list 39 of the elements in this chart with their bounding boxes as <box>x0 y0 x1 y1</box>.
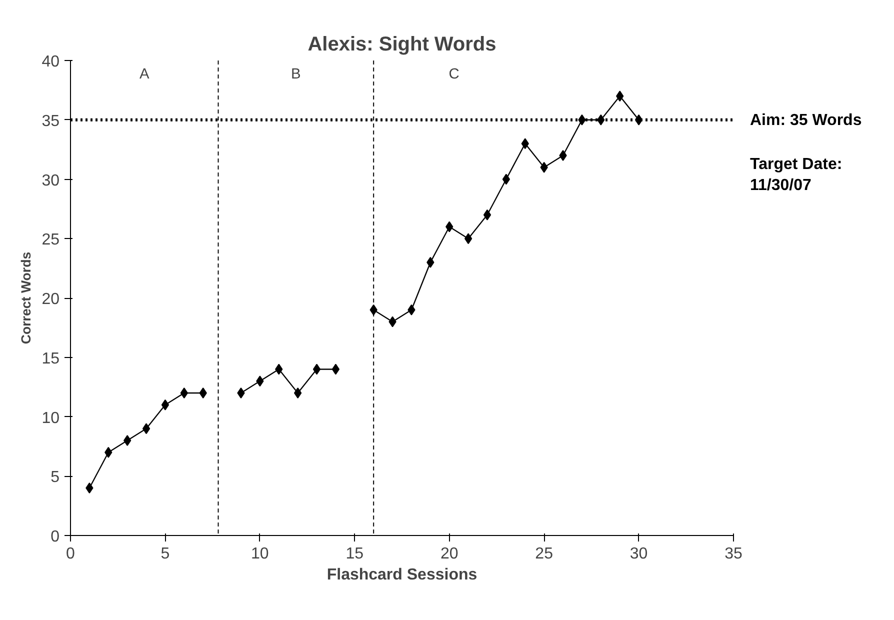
y-tick-label: 0 <box>50 528 60 546</box>
annotation: B <box>291 66 301 82</box>
point <box>312 364 321 375</box>
point <box>332 364 340 375</box>
y-tick-label: 40 <box>42 54 60 70</box>
point <box>483 209 492 220</box>
x-tick-label: 0 <box>66 546 76 562</box>
y-tick-label: 15 <box>42 350 60 368</box>
x-tick-label: 10 <box>251 546 269 562</box>
y-tick-label: 35 <box>42 112 60 130</box>
point <box>142 423 150 434</box>
chart-title: Alexis: Sight Words <box>308 34 496 56</box>
point <box>123 435 132 446</box>
text: Target Date: 11/30/07 <box>750 154 844 196</box>
x-tick-label: 30 <box>630 546 648 562</box>
ref-line-label: Aim: 35 Words <box>750 111 862 131</box>
x-tick-label: 20 <box>440 546 458 562</box>
point <box>294 388 302 398</box>
y-tick-label: 10 <box>42 410 60 427</box>
point <box>199 388 207 398</box>
point <box>180 388 188 398</box>
point <box>86 482 94 494</box>
y-tick-label: 25 <box>42 232 60 249</box>
y-tick-label: 30 <box>42 172 60 190</box>
y-tick-label: 20 <box>42 291 60 308</box>
point <box>237 388 245 398</box>
x-tick-label: 5 <box>160 546 170 562</box>
point <box>464 233 472 244</box>
x-tick-label: 25 <box>535 546 554 562</box>
y-tick-label: 5 <box>50 469 60 486</box>
x-tick-label: 15 <box>346 546 364 562</box>
point <box>559 150 567 161</box>
y-axis-title: Correct Words <box>18 252 34 344</box>
annotation: C <box>448 66 460 82</box>
point <box>161 399 170 410</box>
point <box>502 174 510 185</box>
annotation: A <box>139 66 150 82</box>
x-axis-title: Flashcard Sessions <box>326 566 478 584</box>
x-tick-label: 35 <box>724 546 742 562</box>
